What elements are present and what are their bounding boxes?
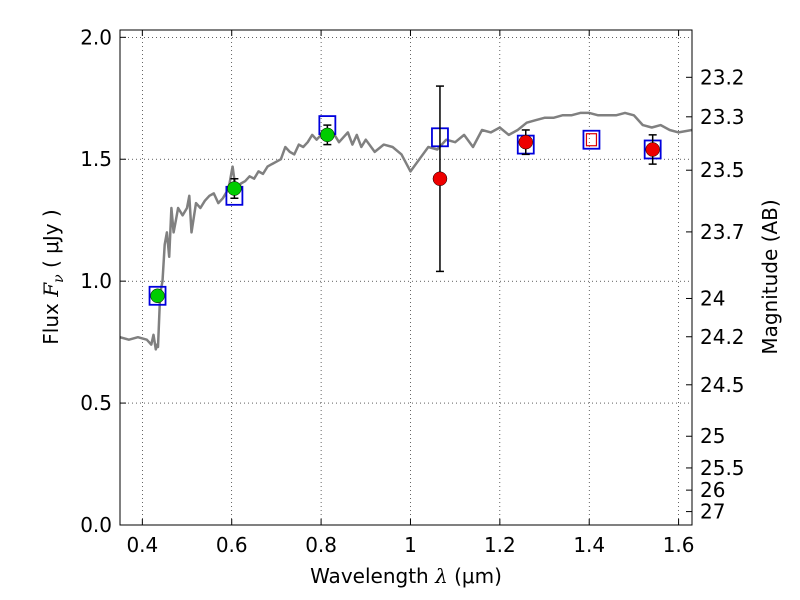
y-right-tick-label: 23.2 — [700, 65, 745, 89]
x-tick-label: 1.2 — [484, 533, 516, 557]
y-right-tick-label: 25 — [700, 424, 725, 448]
y-right-tick-label: 25.5 — [700, 456, 745, 480]
data-point — [518, 134, 534, 150]
data-point — [645, 142, 660, 157]
y-right-tick-label: 23.7 — [700, 220, 745, 244]
y-right-tick-label: 23.3 — [700, 105, 745, 129]
y-right-tick-label: 24.2 — [700, 325, 745, 349]
x-tick-label: 0.4 — [126, 533, 158, 557]
y-axis-label: Flux Fν ( μJy ) — [39, 209, 67, 344]
y-tick-label: 0.5 — [80, 391, 112, 415]
data-point — [320, 127, 335, 143]
x-tick-label: 0.8 — [305, 533, 337, 557]
x-axis-label: Wavelength λ (μm) — [310, 564, 502, 588]
y-tick-label: 0.0 — [80, 513, 112, 537]
y-right-tick-label: 24.5 — [700, 373, 745, 397]
data-point — [150, 288, 165, 304]
y-right-tick-label: 27 — [700, 500, 725, 524]
y-tick-label: 1.5 — [80, 147, 112, 171]
y-right-tick-label: 26 — [700, 478, 725, 502]
y-axis-right-label: Magnitude (AB) — [758, 199, 782, 354]
x-tick-label: 1.6 — [663, 533, 695, 557]
model-point — [148, 285, 167, 306]
plot-frame — [119, 29, 693, 526]
model-point — [582, 129, 601, 150]
axis-ticks: 0.4 0.6 0.8 1 1.2 1.4 1.6 0.0 0.5 1.0 1.5 2.0 23.2 23… — [80, 25, 744, 557]
spectrum-line — [120, 111, 692, 351]
grid — [120, 30, 692, 526]
data-point — [227, 181, 242, 196]
x-tick-label: 0.6 — [216, 533, 248, 557]
y-tick-label: 2.0 — [80, 25, 112, 49]
data-point — [432, 171, 448, 186]
plot-data — [120, 85, 692, 351]
y-right-tick-label: 23.5 — [700, 158, 745, 182]
model-point-inner — [585, 133, 598, 147]
x-tick-label: 1 — [404, 533, 417, 557]
y-tick-label: 1.0 — [80, 269, 112, 293]
y-right-tick-label: 24 — [700, 286, 725, 310]
x-tick-label: 1.4 — [573, 533, 605, 557]
